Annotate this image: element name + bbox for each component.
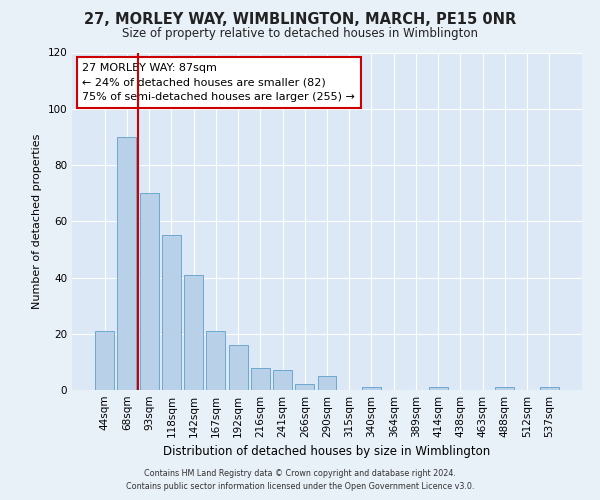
Bar bbox=[140, 193, 158, 390]
Text: Size of property relative to detached houses in Wimblington: Size of property relative to detached ho… bbox=[122, 28, 478, 40]
Bar bbox=[184, 274, 203, 390]
Bar bbox=[429, 387, 448, 390]
Bar bbox=[206, 331, 225, 390]
Bar bbox=[95, 331, 114, 390]
Bar bbox=[162, 236, 181, 390]
Text: 27, MORLEY WAY, WIMBLINGTON, MARCH, PE15 0NR: 27, MORLEY WAY, WIMBLINGTON, MARCH, PE15… bbox=[84, 12, 516, 28]
Text: Contains HM Land Registry data © Crown copyright and database right 2024.
Contai: Contains HM Land Registry data © Crown c… bbox=[126, 470, 474, 491]
Text: 27 MORLEY WAY: 87sqm
← 24% of detached houses are smaller (82)
75% of semi-detac: 27 MORLEY WAY: 87sqm ← 24% of detached h… bbox=[82, 62, 355, 102]
Bar bbox=[295, 384, 314, 390]
Bar bbox=[540, 387, 559, 390]
Bar bbox=[496, 387, 514, 390]
X-axis label: Distribution of detached houses by size in Wimblington: Distribution of detached houses by size … bbox=[163, 446, 491, 458]
Bar bbox=[273, 370, 292, 390]
Bar bbox=[362, 387, 381, 390]
Bar bbox=[251, 368, 270, 390]
Bar bbox=[229, 345, 248, 390]
Bar bbox=[317, 376, 337, 390]
Bar bbox=[118, 137, 136, 390]
Y-axis label: Number of detached properties: Number of detached properties bbox=[32, 134, 42, 309]
